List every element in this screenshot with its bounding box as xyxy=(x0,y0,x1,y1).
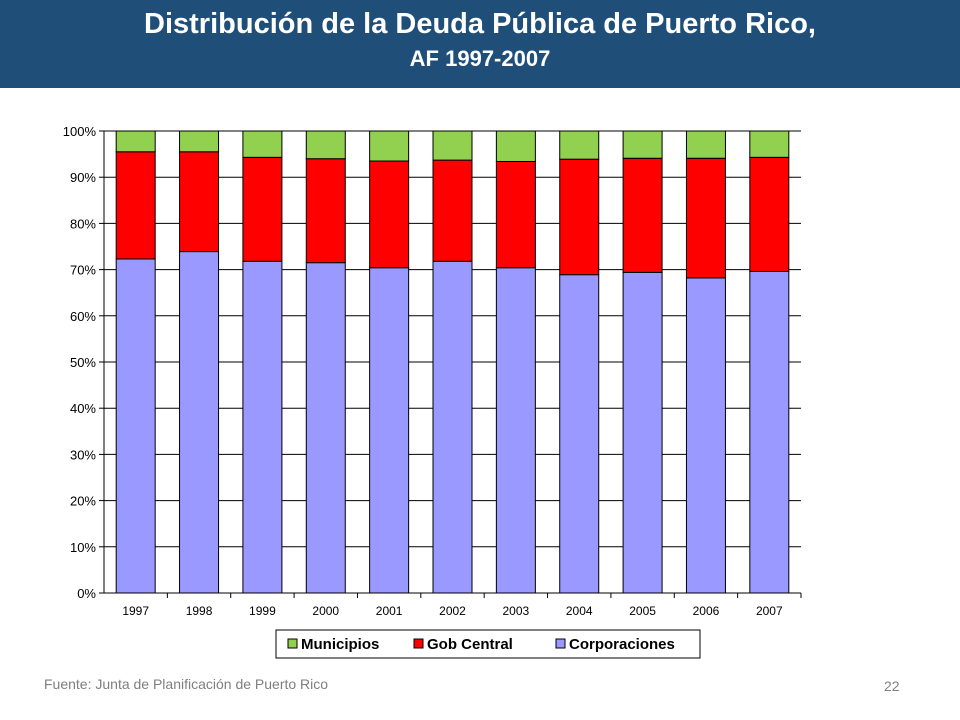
legend-label: Municipios xyxy=(301,636,379,653)
y-tick-label: 60% xyxy=(70,309,96,324)
bar-corporaciones xyxy=(749,270,790,594)
y-tick-label: 0% xyxy=(77,586,96,601)
bar-municipios xyxy=(622,130,663,159)
legend-swatch xyxy=(413,638,424,649)
bar-corporaciones xyxy=(369,267,410,594)
bar-corporaciones xyxy=(559,274,600,594)
bar-gob-central xyxy=(432,159,473,262)
x-tick-label: 1998 xyxy=(186,604,213,618)
bar-gob-central xyxy=(495,160,536,269)
y-tick-label: 40% xyxy=(70,401,96,416)
legend-box xyxy=(275,629,701,659)
y-tick-label: 30% xyxy=(70,447,96,462)
bar-gob-central xyxy=(622,157,663,273)
bar-gob-central xyxy=(305,158,346,264)
bar-municipios xyxy=(559,130,600,160)
bar-municipios xyxy=(432,130,473,161)
legend-swatch xyxy=(555,638,566,649)
x-tick-label: 2006 xyxy=(693,604,720,618)
bar-gob-central xyxy=(559,158,600,276)
x-tick-label: 2002 xyxy=(439,604,466,618)
y-tick-label: 70% xyxy=(70,263,96,278)
bar-corporaciones xyxy=(432,260,473,594)
y-tick-label: 80% xyxy=(70,216,96,231)
bar-corporaciones xyxy=(622,271,663,594)
bar-municipios xyxy=(369,130,410,162)
x-tick-label: 2003 xyxy=(503,604,530,618)
bar-corporaciones xyxy=(115,258,156,594)
y-tick-label: 100% xyxy=(63,124,97,139)
y-tick-label: 20% xyxy=(70,494,96,509)
x-tick-label: 1999 xyxy=(249,604,276,618)
bar-municipios xyxy=(242,130,283,158)
page-number: 22 xyxy=(884,678,900,694)
legend-swatch xyxy=(287,638,298,649)
bar-municipios xyxy=(749,130,790,158)
legend-label: Corporaciones xyxy=(569,636,675,653)
legend-label: Gob Central xyxy=(427,636,513,653)
x-tick-label: 1997 xyxy=(122,604,149,618)
bar-corporaciones xyxy=(495,267,536,594)
bar-municipios xyxy=(495,130,536,162)
x-tick-label: 2000 xyxy=(312,604,339,618)
y-tick-label: 50% xyxy=(70,355,96,370)
bar-gob-central xyxy=(179,151,220,253)
source-note: Fuente: Junta de Planificación de Puerto… xyxy=(44,676,329,692)
bar-municipios xyxy=(179,130,220,153)
bar-corporaciones xyxy=(305,262,346,594)
bar-corporaciones xyxy=(685,277,726,594)
bar-gob-central xyxy=(749,156,790,272)
slide-title: Distribución de la Deuda Pública de Puer… xyxy=(144,8,816,40)
bar-gob-central xyxy=(115,151,156,260)
slide-subtitle: AF 1997-2007 xyxy=(409,46,551,71)
bar-municipios xyxy=(115,130,156,153)
bar-gob-central xyxy=(242,156,283,262)
bar-corporaciones xyxy=(242,260,283,594)
y-tick-label: 10% xyxy=(70,540,96,555)
x-tick-label: 2005 xyxy=(629,604,656,618)
title-banner xyxy=(0,0,960,88)
y-tick-label: 90% xyxy=(70,170,96,185)
bar-gob-central xyxy=(685,157,726,279)
x-tick-label: 2004 xyxy=(566,604,593,618)
x-tick-label: 2007 xyxy=(756,604,783,618)
bar-municipios xyxy=(685,130,726,159)
bar-municipios xyxy=(305,130,346,160)
x-tick-label: 2001 xyxy=(376,604,403,618)
bar-corporaciones xyxy=(179,251,220,594)
bar-gob-central xyxy=(369,160,410,269)
